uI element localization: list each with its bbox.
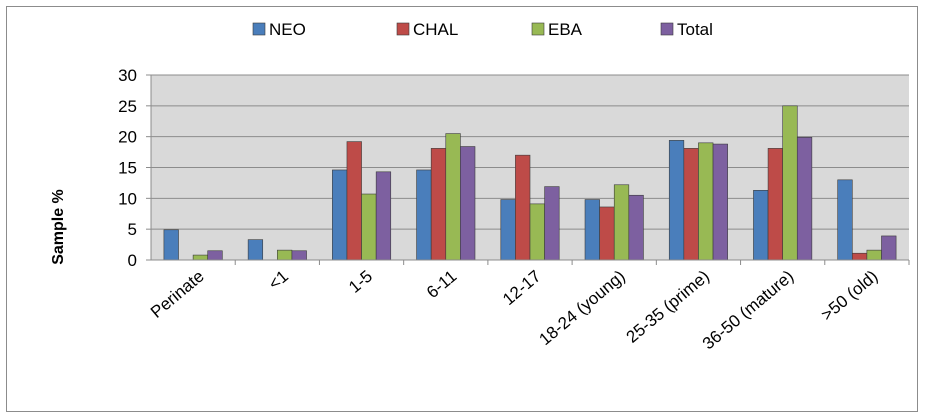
legend-label: Total — [677, 20, 713, 39]
bar-eba — [529, 203, 545, 261]
bar-eba — [277, 249, 293, 261]
x-tick-label: >50 (old) — [817, 267, 881, 325]
bar-total — [375, 171, 392, 261]
y-tick-label: 30 — [118, 66, 137, 85]
bar-neo — [837, 179, 853, 261]
bar-chal — [683, 148, 699, 261]
y-tick-label: 15 — [118, 159, 137, 178]
y-tick-label: 10 — [118, 189, 137, 208]
legend-swatch — [252, 22, 266, 36]
bar-neo — [163, 229, 179, 261]
bar-total — [881, 235, 897, 261]
legend-swatch — [660, 22, 674, 36]
x-tick-label: <1 — [265, 267, 292, 294]
y-tick-label: 5 — [128, 220, 137, 239]
bar-neo — [416, 169, 432, 261]
bar-neo — [753, 190, 769, 261]
legend-item: CHAL — [396, 20, 458, 39]
y-axis-label: Sample % — [50, 189, 67, 265]
bar-chal — [346, 141, 362, 261]
bar-neo — [584, 199, 600, 261]
bar-total — [460, 146, 476, 261]
x-tick-label: 18-24 (young) — [535, 267, 628, 350]
legend-label: NEO — [269, 20, 306, 39]
legend-item: Total — [660, 20, 713, 39]
legend: NEO CHAL EBA Total — [252, 20, 713, 39]
bar-eba — [782, 105, 798, 261]
legend-label: CHAL — [413, 20, 458, 39]
bar-eba — [361, 193, 377, 261]
legend-item: NEO — [252, 20, 306, 39]
y-tick-label: 0 — [128, 251, 137, 270]
y-tick-labels: 0 5 10 15 20 25 30 — [118, 66, 137, 270]
bar-chal — [851, 252, 868, 261]
bar-total — [544, 186, 560, 261]
x-tick-label: 36-50 (mature) — [699, 267, 797, 354]
y-tick-label: 25 — [118, 97, 137, 116]
bar-total — [628, 194, 644, 261]
y-tick-label: 20 — [118, 128, 137, 147]
x-tick-label: 1-5 — [345, 267, 376, 297]
bar-total — [712, 143, 728, 261]
bars — [163, 105, 897, 261]
legend-swatch — [396, 22, 410, 36]
bar-total — [796, 136, 813, 261]
chart-frame: NEO CHAL EBA Total Sample % 0 5 10 15 20 25 30 Pe… — [6, 6, 918, 412]
bar-neo — [668, 140, 685, 261]
bar-neo — [332, 169, 348, 261]
x-tick-label: 6-11 — [423, 267, 460, 303]
bar-eba — [613, 184, 630, 261]
x-tick-label: 12-17 — [499, 267, 545, 310]
x-tick-label: Perinate — [147, 267, 208, 322]
legend-swatch — [531, 22, 545, 36]
legend-label: EBA — [548, 20, 583, 39]
bar-chal — [599, 206, 615, 261]
bar-chal — [515, 154, 531, 261]
legend-item: EBA — [531, 20, 583, 39]
bar-eba — [445, 133, 461, 261]
bar-chart: NEO CHAL EBA Total Sample % 0 5 10 15 20 25 30 Pe… — [50, 20, 910, 354]
bar-total — [291, 250, 307, 261]
bar-neo — [247, 239, 264, 261]
bar-eba — [192, 254, 209, 261]
axes — [146, 74, 910, 265]
bar-neo — [500, 199, 516, 261]
bar-total — [207, 250, 223, 261]
bar-eba — [698, 142, 714, 261]
bar-eba — [866, 249, 882, 261]
bar-chal — [767, 148, 783, 261]
x-tick-label: 25-35 (prime) — [623, 267, 713, 347]
bar-chal — [430, 148, 447, 261]
